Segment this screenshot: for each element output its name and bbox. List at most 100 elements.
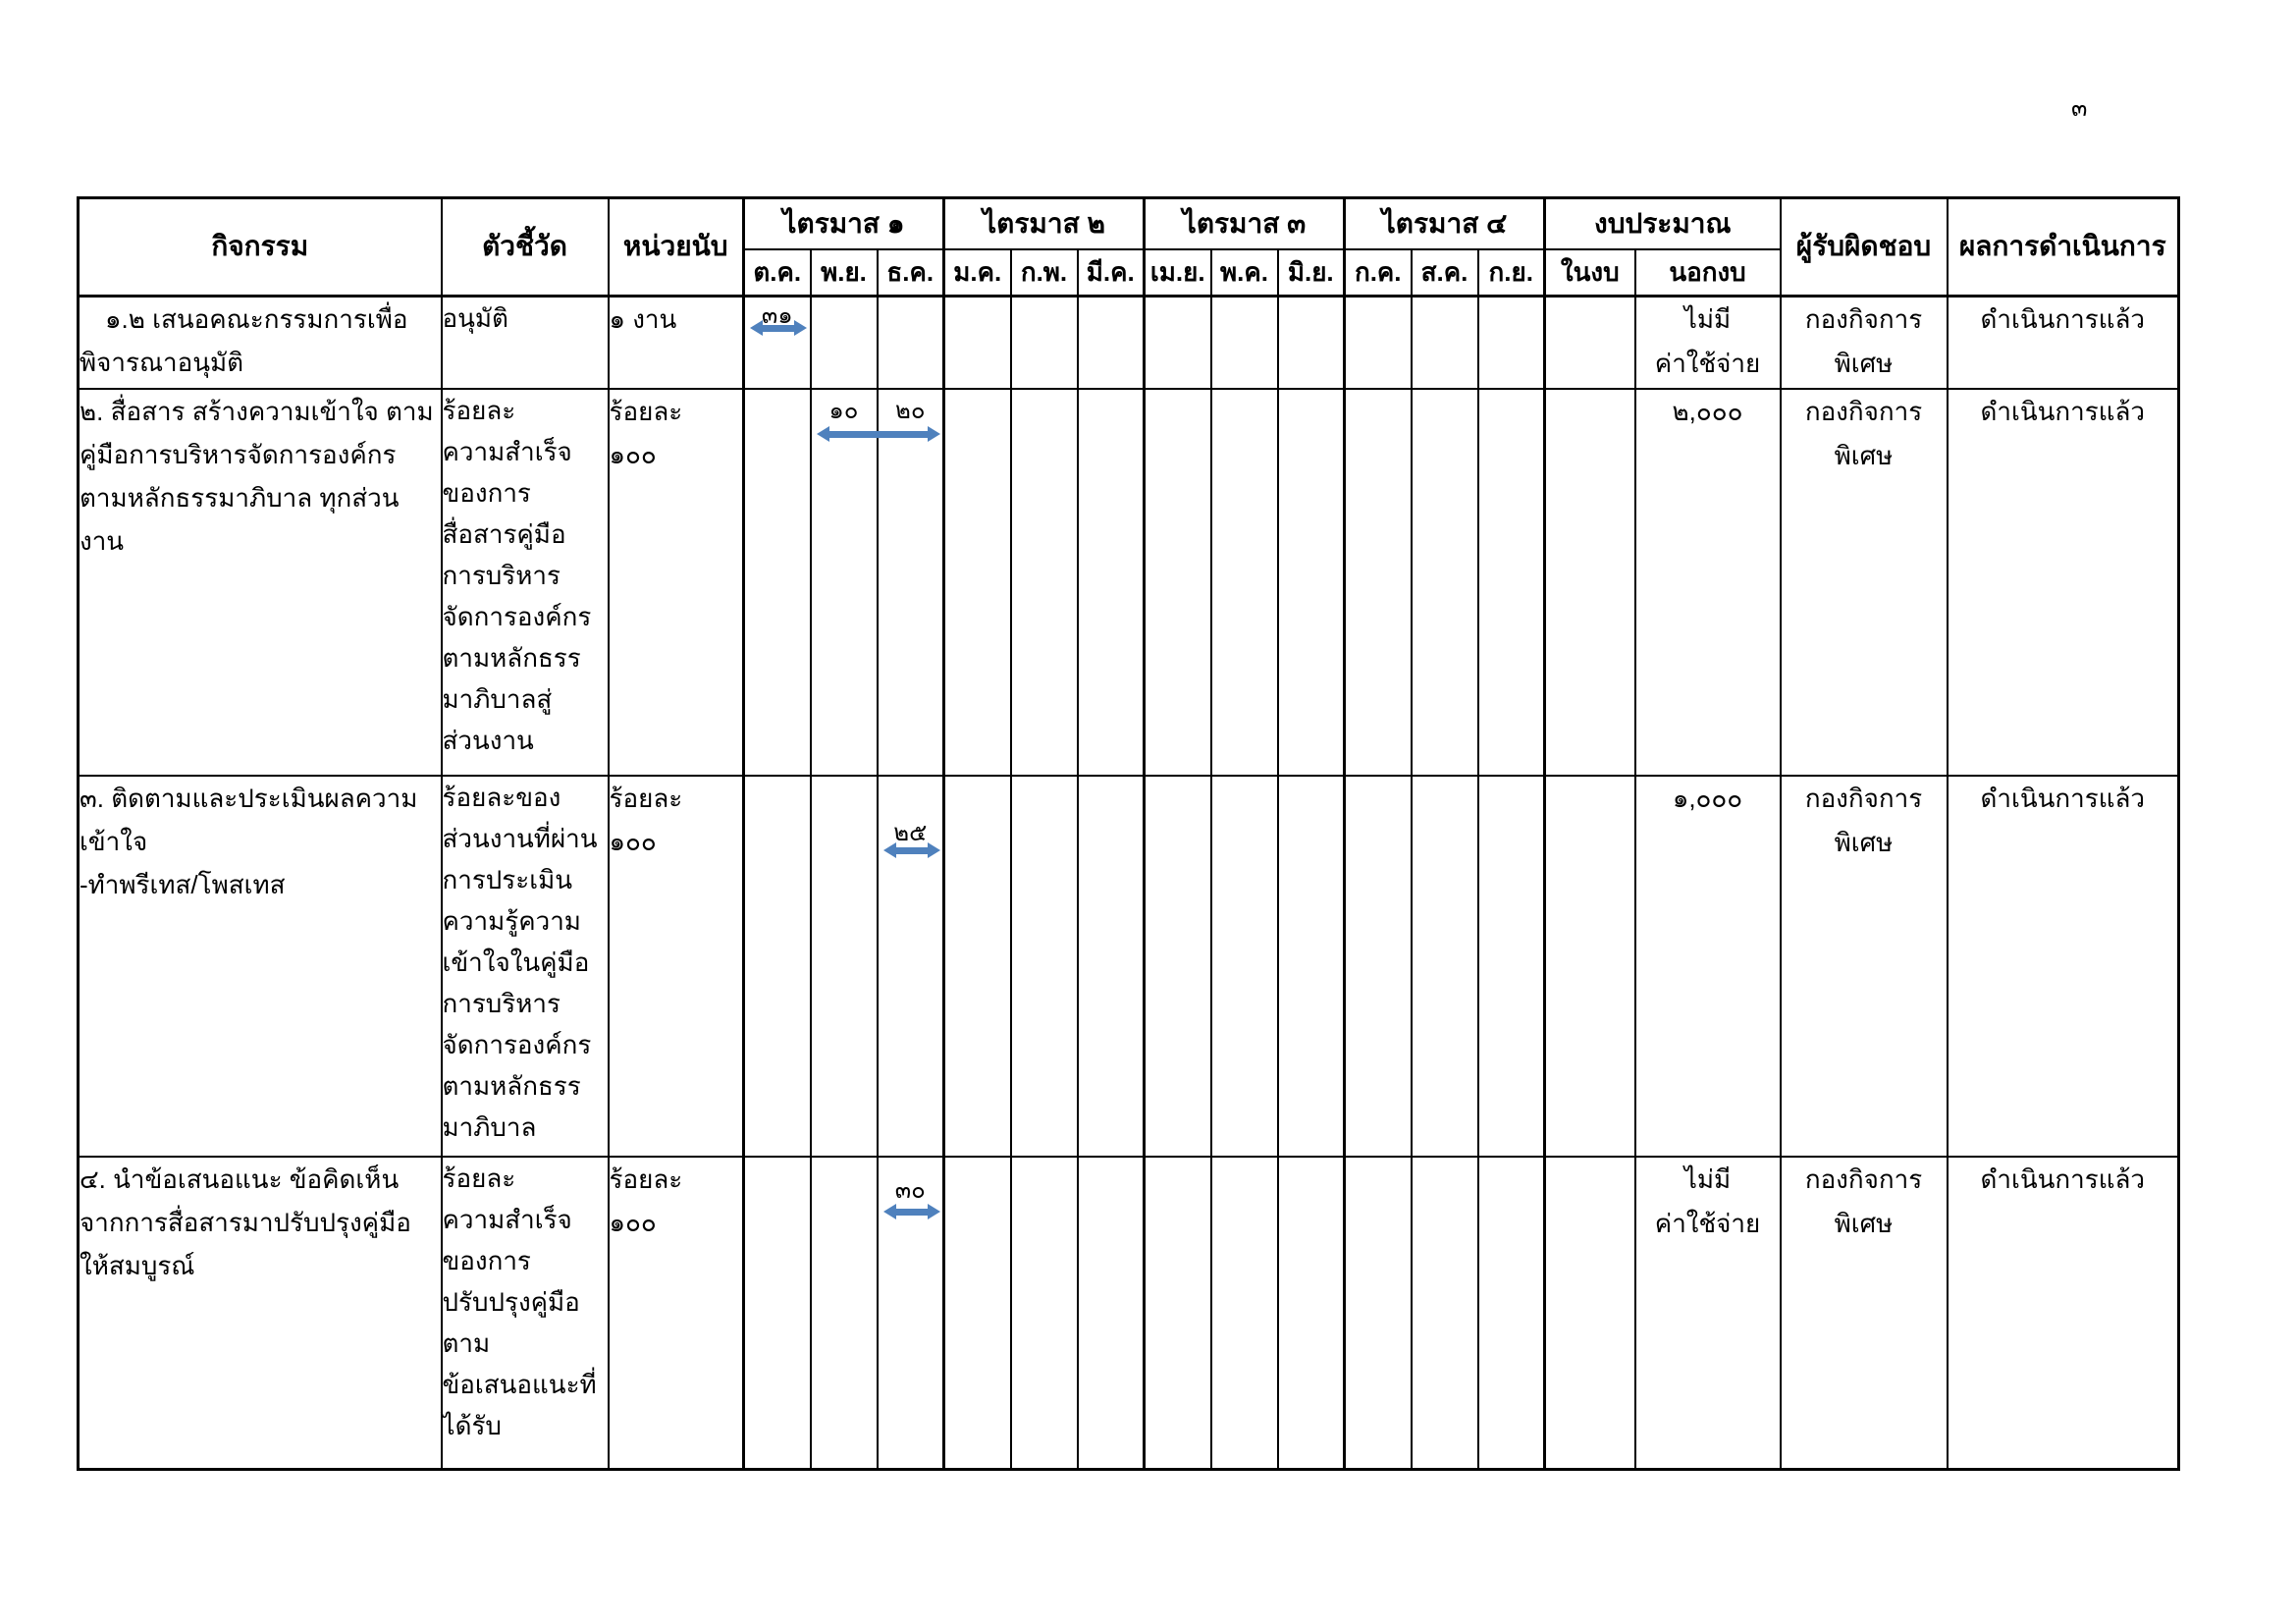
activity-text: คู่มือการบริหารจัดการองค์กร — [80, 440, 397, 469]
month-value: ๒๐ — [895, 398, 926, 424]
month-cell: ๑๐ — [809, 388, 940, 777]
result-cell: ดำเนินการแล้ว — [1946, 295, 2180, 390]
activity-cell: ๑.๒ เสนอคณะกรรมการเพื่อ พิจารณาอนุมัติ — [77, 295, 443, 390]
header-activity: กิจกรรม — [77, 196, 443, 297]
budget-in-cell — [1543, 295, 1636, 390]
indicator-text: ข้อเสนอแนะที่ — [442, 1370, 597, 1399]
activity-text: เข้าใจ — [80, 827, 148, 856]
month-value: ๑๐ — [828, 398, 859, 424]
indicator-text: ได้รับ — [442, 1411, 502, 1440]
month-cell: ๓๑ — [742, 295, 812, 390]
responsible-text: พิเศษ — [1834, 828, 1894, 857]
indicator-cell: อนุมัติ — [440, 295, 610, 390]
header-budget-group: งบประมาณ — [1543, 196, 1782, 250]
month-cell: ๒๕ — [876, 775, 945, 1158]
table-row: ๒. สื่อสาร สร้างความเข้าใจ ตามคู่มือการบ… — [77, 388, 2180, 777]
activity-plan-table: กิจกรรม ตัวชี้วัด หน่วยนับ ไตรมาส ๑ไตรมาส ๒… — [77, 196, 2180, 1471]
month-cell — [942, 295, 1012, 390]
header-month: ก.ย. — [1476, 247, 1546, 297]
indicator-text: มาภิบาลสู่ — [442, 684, 553, 714]
month-cell — [1076, 295, 1146, 390]
header-indicator: ตัวชี้วัด — [440, 196, 610, 297]
unit-cell: ร้อยละ ๑๐๐ — [607, 388, 745, 777]
month-cell — [809, 295, 879, 390]
header-month: เม.ย. — [1143, 247, 1212, 297]
indicator-cell: ร้อยละ ความสำเร็จ ของการ สื่อสารคู่มือ การบร… — [440, 388, 610, 777]
month-cell — [1076, 775, 1146, 1158]
header-month: ต.ค. — [742, 247, 812, 297]
month-cell — [1276, 1156, 1346, 1470]
month-cell — [809, 775, 879, 1158]
header-quarter-2: ไตรมาส ๒ — [942, 196, 1146, 250]
month-cell — [1143, 775, 1212, 1158]
month-cell — [942, 1156, 1012, 1470]
month-cell: ๒๐ — [876, 388, 945, 777]
header-quarter-4: ไตรมาส ๔ — [1343, 196, 1546, 250]
indicator-text: การบริหาร — [442, 561, 561, 590]
month-value: ๒๕ — [893, 820, 928, 846]
indicator-text: ความสำเร็จ — [442, 437, 572, 466]
unit-text: ร้อยละ — [609, 784, 683, 813]
responsible-cell: กองกิจการ พิเศษ — [1779, 295, 1949, 390]
result-text: ดำเนินการแล้ว — [1980, 784, 2145, 813]
budget-out-cell: ไม่มี ค่าใช้จ่าย — [1633, 1156, 1782, 1470]
activity-text: งาน — [80, 526, 125, 556]
schedule-arrow-icon — [882, 842, 940, 858]
month-cell — [1143, 388, 1212, 777]
month-cell — [1209, 388, 1279, 777]
page-number: ๓ — [2071, 95, 2088, 122]
month-cell — [1476, 1156, 1546, 1470]
indicator-text: ตามหลักธรร — [442, 643, 581, 673]
indicator-text: ส่วนงานที่ผ่าน — [442, 824, 598, 853]
month-cell — [1410, 388, 1479, 777]
indicator-text: ปรับปรุงคู่มือ — [442, 1287, 580, 1317]
month-cell — [1076, 1156, 1146, 1470]
unit-cell: ร้อยละ ๑๐๐ — [607, 1156, 745, 1470]
month-cell — [1209, 775, 1279, 1158]
result-cell: ดำเนินการแล้ว — [1946, 775, 2180, 1158]
month-cell — [942, 775, 1012, 1158]
month-cell — [1476, 388, 1546, 777]
indicator-text: ส่วนงาน — [442, 726, 534, 755]
header-quarter-1: ไตรมาส ๑ — [742, 196, 945, 250]
month-cell — [1209, 295, 1279, 390]
month-cell — [742, 775, 812, 1158]
unit-text: ร้อยละ — [609, 1164, 683, 1194]
month-cell — [1009, 1156, 1079, 1470]
header-responsible: ผู้รับผิดชอบ — [1779, 196, 1949, 297]
month-cell — [1209, 1156, 1279, 1470]
month-cell — [1143, 295, 1212, 390]
responsible-text: กองกิจการ — [1804, 397, 1923, 426]
month-value: ๓๐ — [894, 1177, 926, 1204]
result-cell: ดำเนินการแล้ว — [1946, 388, 2180, 777]
activity-text: ๒. สื่อสาร สร้างความเข้าใจ ตาม — [80, 397, 434, 426]
budget-in-cell — [1543, 388, 1636, 777]
result-cell: ดำเนินการแล้ว — [1946, 1156, 2180, 1470]
header-month: มิ.ย. — [1276, 247, 1346, 297]
table-row: ๑.๒ เสนอคณะกรรมการเพื่อ พิจารณาอนุมัติ อนุ… — [77, 295, 2180, 390]
schedule-arrow-icon — [816, 426, 940, 442]
table-row: ๔. นำข้อเสนอแนะ ข้อคิดเห็น จากการสื่อสารม… — [77, 1156, 2180, 1470]
indicator-text: ความรู้ความ — [442, 906, 581, 936]
month-cell — [1410, 775, 1479, 1158]
indicator-text: สื่อสารคู่มือ — [442, 519, 566, 549]
month-cell — [809, 1156, 879, 1470]
header-result: ผลการดำเนินการ — [1946, 196, 2180, 297]
activity-text: ให้สมบูรณ์ — [80, 1251, 195, 1280]
indicator-text: จัดการองค์กร — [442, 602, 592, 631]
activity-text: ตามหลักธรรมาภิบาล ทุกส่วน — [80, 483, 400, 513]
indicator-text: ร้อยละ — [442, 396, 516, 425]
month-cell — [1143, 1156, 1212, 1470]
unit-text: ๑๐๐ — [609, 827, 657, 856]
header-month: ก.พ. — [1009, 247, 1079, 297]
month-cell: ๓๐ — [876, 1156, 945, 1470]
budget-in-cell — [1543, 775, 1636, 1158]
responsible-text: กองกิจการ — [1804, 784, 1923, 813]
header-row-groups: กิจกรรม ตัวชี้วัด หน่วยนับ ไตรมาส ๑ไตรมาส ๒… — [77, 196, 2180, 297]
activity-text: ๔. นำข้อเสนอแนะ ข้อคิดเห็น — [80, 1164, 400, 1194]
activity-text: พิจารณาอนุมัติ — [80, 347, 244, 377]
header-budget-out: นอกงบ — [1633, 247, 1782, 297]
month-cell — [1476, 775, 1546, 1158]
budget-out-text: ไม่มี — [1683, 303, 1732, 334]
indicator-text: เข้าใจในคู่มือ — [442, 947, 590, 977]
